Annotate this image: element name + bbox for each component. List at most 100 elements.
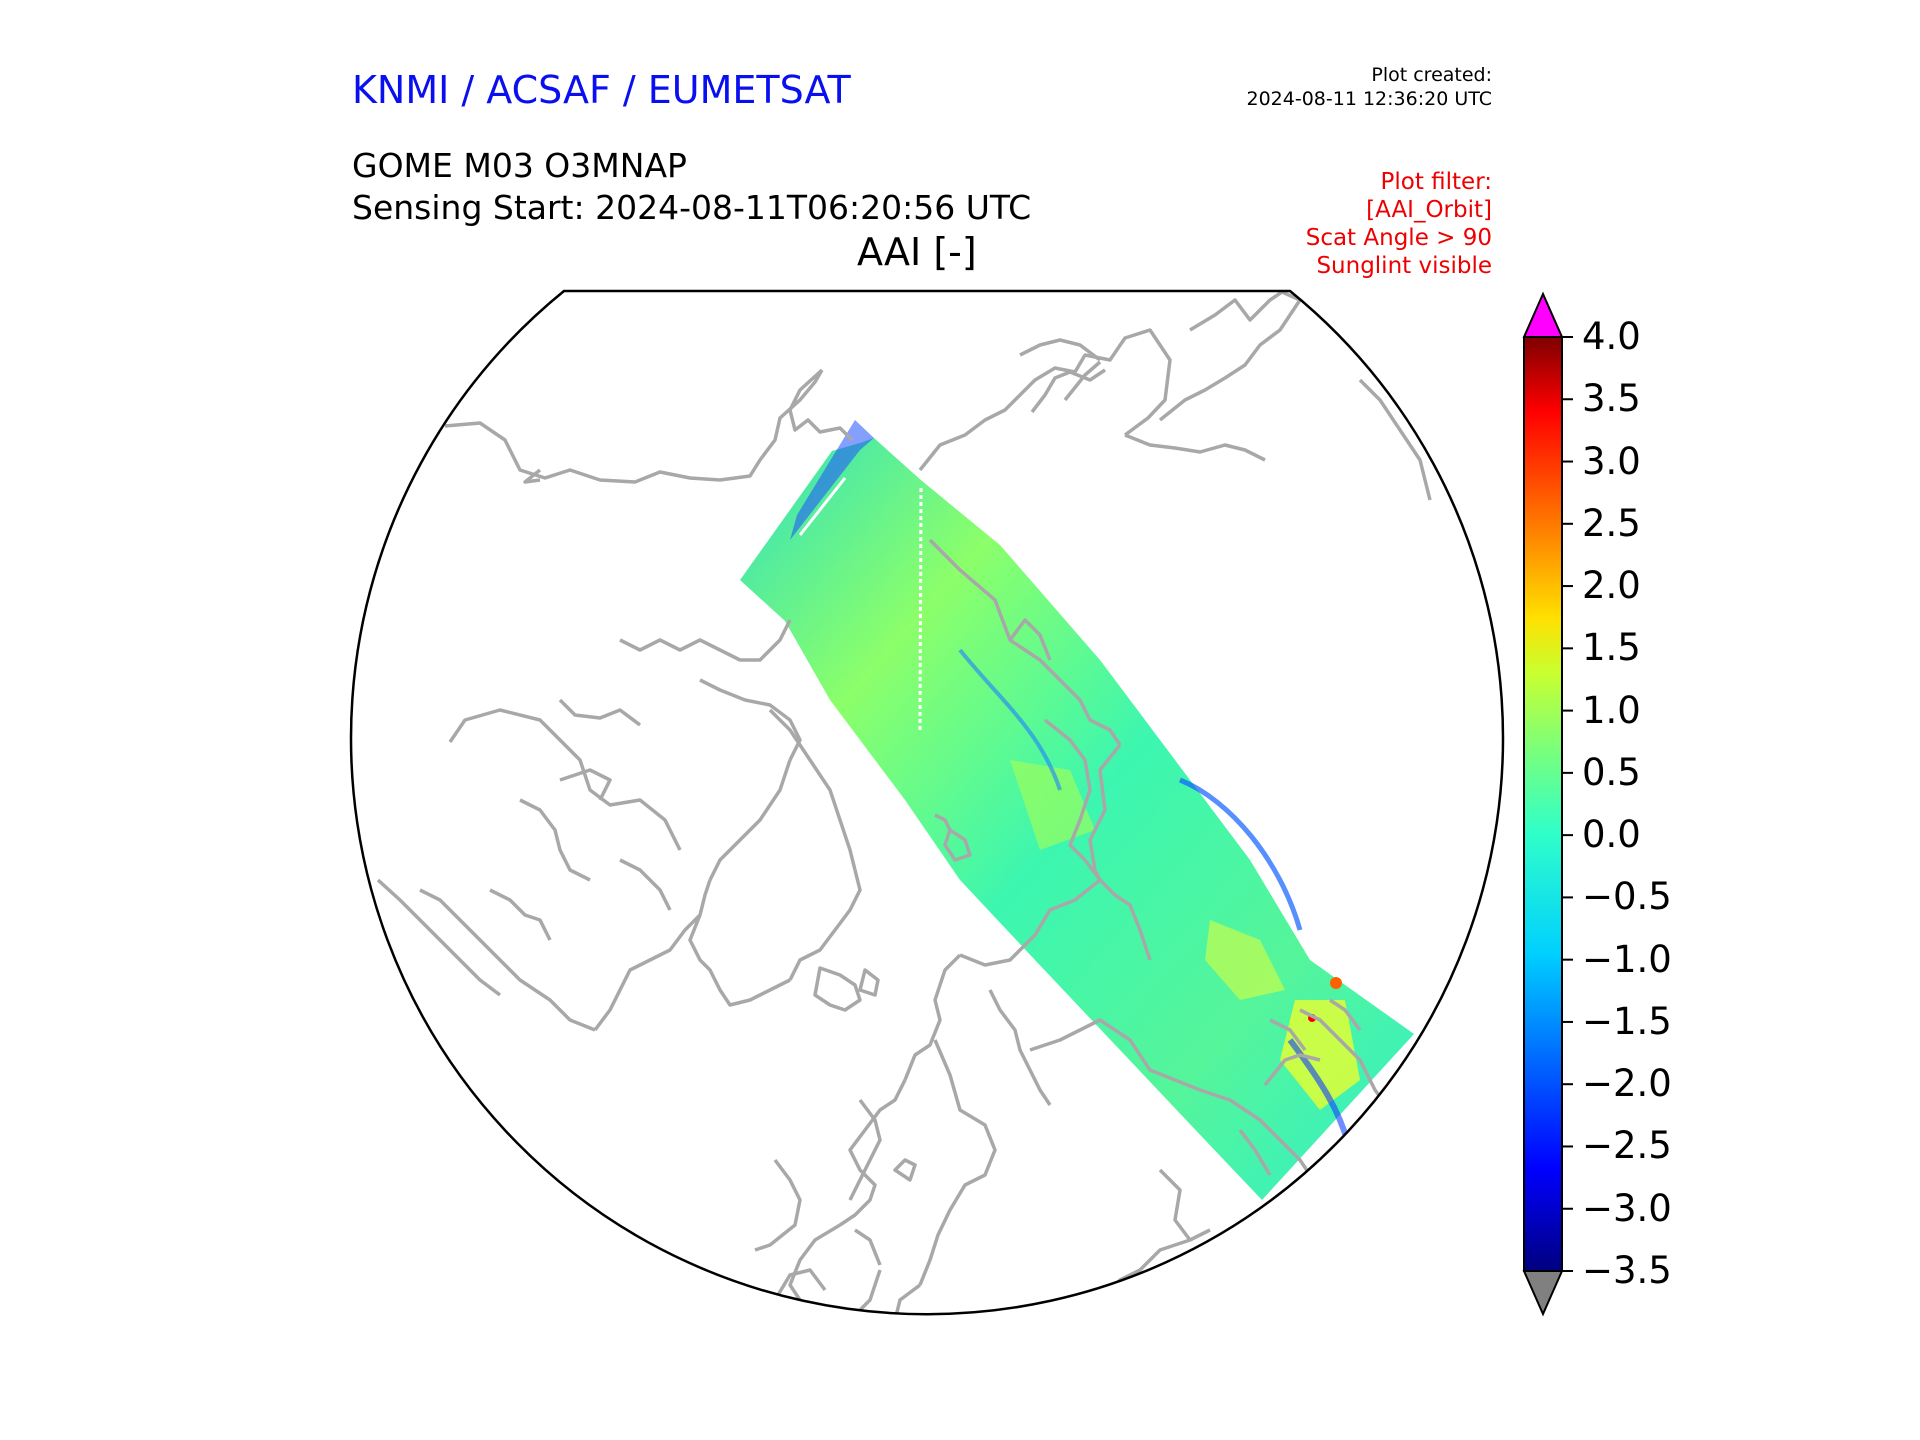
coastline-hudson-bay bbox=[489, 888, 552, 941]
map-boundary bbox=[349, 289, 1505, 1316]
plot-filter-line: Scat Angle > 90 bbox=[1305, 225, 1492, 251]
coastline-okhotsk bbox=[1158, 299, 1302, 422]
coastline-north-sea bbox=[828, 1269, 882, 1315]
coastline-japan bbox=[1358, 378, 1432, 501]
coastline-faroe bbox=[858, 968, 880, 997]
coastline-island-gotland bbox=[893, 1158, 917, 1182]
coastline-aleutians bbox=[428, 424, 542, 484]
coastline-greenland-east bbox=[688, 879, 791, 1007]
coastline-hudson bbox=[593, 913, 702, 1032]
colorbar-tick-label: −2.5 bbox=[1582, 1124, 1672, 1168]
coastline-taymyr bbox=[928, 538, 1122, 746]
coastline-ob-gulf bbox=[1269, 1018, 1307, 1052]
brand-title: KNMI / ACSAF / EUMETSAT bbox=[352, 68, 851, 112]
colorbar-tick-label: 1.0 bbox=[1582, 688, 1641, 732]
coastline-greenland-west bbox=[768, 708, 857, 871]
coastline-britain bbox=[683, 1268, 827, 1315]
sensing-start: Sensing Start: 2024-08-11T06:20:56 UTC bbox=[352, 188, 1032, 227]
colorbar-ticks bbox=[1562, 336, 1573, 1272]
swath-high-patch bbox=[1205, 920, 1285, 1000]
colorbar-tick-label: 2.0 bbox=[1582, 564, 1641, 608]
swath-gap-line bbox=[918, 487, 923, 731]
colorbar-tick-label: −0.5 bbox=[1582, 875, 1672, 919]
coastline-baffin-bay bbox=[708, 759, 792, 881]
coastline-foxe-basin bbox=[619, 858, 672, 911]
colorbar-tick-label: 3.0 bbox=[1582, 439, 1641, 483]
coastline-sweden bbox=[848, 1098, 882, 1201]
colorbar-tick-label: 0.0 bbox=[1582, 813, 1641, 857]
colorbar bbox=[1522, 291, 1573, 1317]
coastline-barents bbox=[959, 878, 1102, 967]
colorbar-tick-label: −1.0 bbox=[1582, 937, 1672, 981]
coastline-yenisei bbox=[1329, 998, 1362, 1032]
plot-created-label: Plot created: bbox=[1371, 64, 1492, 86]
plot-filter-line: Sunglint visible bbox=[1316, 253, 1492, 279]
coastline-wrangel bbox=[1019, 338, 1102, 362]
colorbar-tick-label: 2.5 bbox=[1582, 501, 1641, 545]
variable-title: AAI [-] bbox=[857, 230, 977, 274]
coastline-europe-central bbox=[925, 1320, 1080, 1350]
coastline-canada-arctic bbox=[448, 708, 682, 851]
coastlines bbox=[376, 291, 1432, 1410]
swath-edge-low bbox=[790, 420, 874, 540]
swath-gap-line bbox=[798, 477, 847, 536]
colorbar-tick-label: 3.5 bbox=[1582, 377, 1641, 421]
plot-filter-line: [AAI_Orbit] bbox=[1366, 197, 1492, 223]
coastline-novaya-zemlya bbox=[1043, 718, 1102, 882]
coastline-north-germany bbox=[893, 1283, 926, 1315]
colorbar-tick-label: −2.0 bbox=[1582, 1062, 1672, 1106]
coastline-baltic bbox=[918, 1039, 997, 1286]
coastline-baffin-north bbox=[699, 678, 802, 761]
coastline-greenland-north bbox=[788, 869, 862, 981]
coastline-severnaya bbox=[1008, 618, 1052, 661]
coastline-white-sea bbox=[988, 989, 1052, 1106]
colorbar-tick-label: −3.5 bbox=[1582, 1249, 1672, 1292]
coastline-britain-east bbox=[738, 1288, 772, 1315]
coastline-kola bbox=[903, 953, 962, 1081]
swath-high-patch bbox=[1280, 1000, 1360, 1110]
coastline-victoria-island bbox=[559, 768, 612, 801]
coastline-franz-josef bbox=[934, 813, 952, 831]
coastline-yamal bbox=[1088, 743, 1152, 961]
colorbar-under-triangle bbox=[1522, 1270, 1564, 1317]
coastline-siberia-west bbox=[1029, 1018, 1201, 1092]
swath-low-streak bbox=[958, 648, 1062, 791]
coastline-asia-interior bbox=[1338, 1138, 1402, 1211]
colorbar-tick-label: 4.0 bbox=[1582, 315, 1641, 358]
coastline-ireland bbox=[679, 1308, 712, 1315]
colorbar-gradient bbox=[1523, 336, 1563, 1272]
swath-high-patch bbox=[1010, 760, 1095, 850]
coastline-alaska bbox=[444, 369, 824, 484]
coastline-kara bbox=[1299, 1008, 1392, 1112]
coastline-banks-island bbox=[519, 798, 591, 882]
swath-low-streak bbox=[1179, 777, 1303, 931]
colorbar-tick-label: −3.0 bbox=[1582, 1186, 1672, 1230]
coastline-caspian bbox=[1158, 1168, 1192, 1242]
coastline-denmark bbox=[854, 1228, 882, 1266]
colorbar-tick-label: −1.5 bbox=[1582, 999, 1672, 1043]
coastline-iceland bbox=[754, 1158, 802, 1252]
coastline-italy bbox=[990, 1340, 1020, 1410]
plot-filter-line: Plot filter: bbox=[1380, 169, 1492, 195]
colorbar-tick-label: 1.5 bbox=[1582, 626, 1641, 670]
swath-hotspot bbox=[1330, 977, 1342, 989]
coastline-svalbard bbox=[943, 828, 972, 862]
coastline-canada-islands bbox=[558, 698, 642, 727]
coastline-black-sea bbox=[1078, 1228, 1211, 1315]
coastline-chukchi bbox=[788, 368, 854, 442]
product-name: GOME M03 O3MNAP bbox=[352, 146, 687, 185]
coastline-island bbox=[1063, 360, 1102, 402]
coastline-gulf bbox=[1263, 1053, 1321, 1087]
coastline-new-siberian bbox=[1030, 368, 1106, 414]
coastline-newfoundland bbox=[376, 878, 502, 997]
coastline-jan-mayen bbox=[813, 966, 862, 1012]
coastline-lena bbox=[1124, 433, 1266, 462]
coastline-norway bbox=[839, 1079, 907, 1227]
coastline-labrador bbox=[419, 888, 596, 1032]
colorbar-tick-label: 0.5 bbox=[1582, 750, 1641, 794]
plot-created-value: 2024-08-11 12:36:20 UTC bbox=[1246, 88, 1493, 110]
coastline-aral bbox=[1238, 1128, 1272, 1176]
coastline-ellesmere bbox=[619, 619, 792, 662]
aai-swath bbox=[740, 420, 1414, 1200]
